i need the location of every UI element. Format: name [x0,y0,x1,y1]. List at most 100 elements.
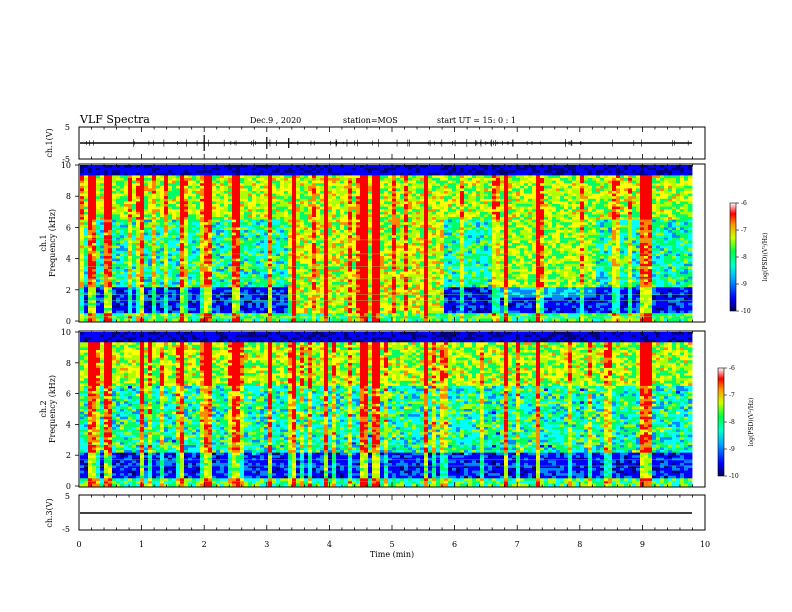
spectrogram-cell [292,196,297,200]
spectrogram-cell [336,214,341,218]
spectrogram-cell [172,224,177,228]
spectrogram-cell [240,289,245,293]
spectrogram-cell [336,300,341,304]
spectrogram-cell [120,172,125,176]
spectrogram-cell [260,240,265,244]
spectrogram-cell [124,224,129,228]
spectrogram-cell [220,248,225,252]
spectrogram-cell [356,243,361,246]
spectrogram-cell [256,271,261,275]
spectrogram-cell [368,274,373,278]
spectrogram-cell [312,282,317,285]
spectrogram-cell [240,292,245,296]
spectrogram-cell [372,193,377,197]
spectrogram-cell [380,263,385,267]
spectrogram-cell [172,258,177,262]
spectrogram-cell [136,318,141,322]
spectrogram-cell [356,227,361,231]
spectrogram-cell [168,191,173,194]
spectrogram-cell [176,230,181,233]
spectrogram-cell [192,193,197,197]
spectrogram-cell [316,313,321,317]
spectrogram-cell [260,279,265,283]
spectrogram-cell [364,172,369,176]
spectrogram-cell [252,224,257,228]
spectrogram-cell [112,214,117,218]
spectrogram-cell [288,269,293,272]
spectrogram-cell [200,172,205,176]
spectrogram-cell [256,185,261,189]
spectrogram-cell [176,276,181,280]
spectrogram-cell [192,248,197,252]
spectrogram-cell [292,315,297,319]
spectrogram-cell [284,206,289,210]
spectrogram-cell [264,211,269,215]
spectrogram-cell [104,308,109,311]
spectrogram-cell [196,214,201,218]
spectrogram-cell [224,297,229,301]
spectrogram-cell [384,219,389,223]
spectrogram-cell [172,237,177,241]
spectrogram-cell [240,209,245,213]
spectrogram-cell [312,269,317,272]
spectrogram-cell [276,227,281,231]
spectrogram-cell [84,302,89,306]
spectrogram-cell [324,256,329,259]
spectrogram-cell [340,313,345,317]
spectrogram-cell [212,214,217,218]
spectrogram-cell [240,206,245,210]
spectrogram-cell [376,172,381,176]
spectrogram-cell [276,206,281,210]
spectrogram-cell [308,172,313,176]
spectrogram-cell [116,230,121,233]
spectrogram-cell [348,274,353,278]
spectrogram-cell [96,204,101,207]
spectrogram-cell [368,282,373,285]
spectrogram-cell [384,248,389,252]
spectrogram-cell [372,248,377,252]
spectrogram-cell [108,198,113,202]
spectrogram-cell [256,276,261,280]
spectrogram-cell [164,170,169,174]
spectrogram-cell [212,310,217,314]
spectrogram-cell [384,271,389,275]
spectrogram-cell [100,196,105,200]
spectrogram-cell [228,263,233,267]
spectrogram-cell [380,274,385,278]
spectrogram-cell [236,185,241,189]
spectrogram-cell [324,175,329,179]
spectrogram-cell [88,245,93,249]
spectrogram-cell [184,292,189,296]
spectrogram-cell [208,256,213,259]
spectrogram-cell [188,178,193,181]
spectrogram-cell [252,284,257,288]
spectrogram-cell [300,318,305,322]
spectrogram-cell [232,243,237,246]
spectrogram-cell [92,185,97,189]
spectrogram-cell [252,245,257,249]
spectrogram-cell [276,287,281,291]
spectrogram-cell [112,180,117,184]
spectrogram-cell [376,305,381,309]
spectrogram-cell [220,240,225,244]
spectrogram-cell [268,209,273,213]
spectrogram-cell [352,269,357,272]
spectrogram-cell [124,188,129,192]
spectrogram-cell [308,282,313,285]
spectrogram-cell [252,300,257,304]
spectrogram-cell [388,263,393,267]
spectrogram-cell [292,204,297,207]
spectrogram-cell [328,178,333,181]
spectrogram-cell [120,170,125,174]
spectrogram-cell [120,227,125,231]
spectrogram-cell [280,289,285,293]
spectrogram-cell [176,196,181,200]
spectrogram-cell [364,204,369,207]
spectrogram-cell [96,232,101,236]
spectrogram-cell [252,191,257,194]
spectrogram-cell [292,297,297,301]
spectrogram-cell [164,209,169,213]
spectrogram-cell [392,178,397,181]
spectrogram-cell [208,313,213,317]
